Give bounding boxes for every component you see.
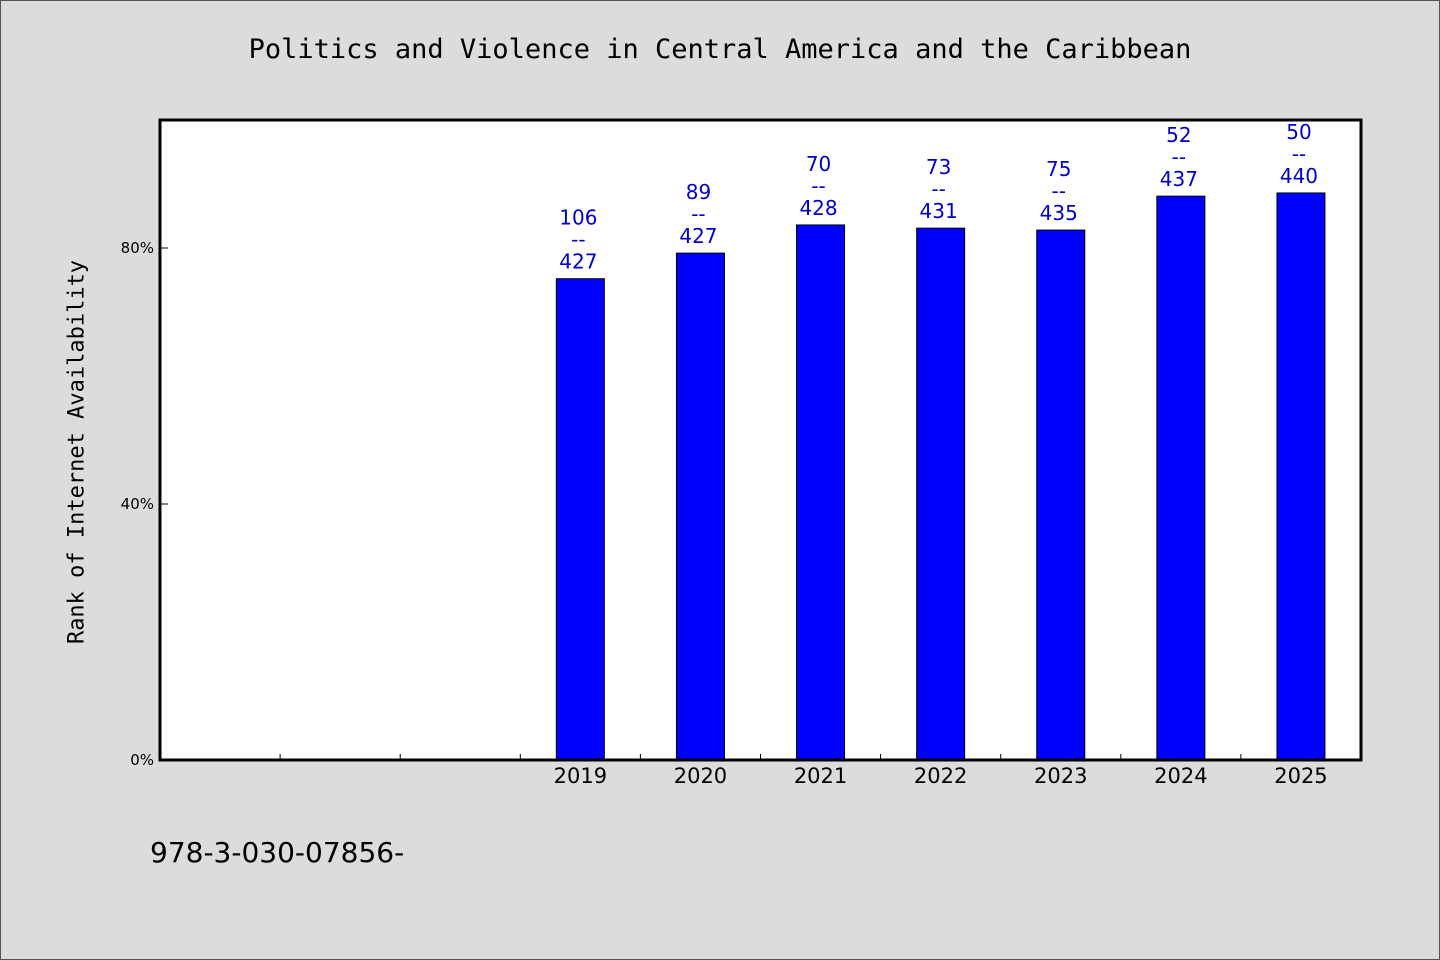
data-label: 106 [559,206,597,230]
data-label: 427 [559,250,597,274]
data-label: -- [1172,145,1186,169]
data-label: -- [1292,142,1306,166]
x-tick-label: 2019 [554,764,607,788]
y-tick-label: 0% [130,751,154,769]
data-label: 75 [1046,157,1071,181]
y-tick-label: 40% [121,495,154,513]
bar [916,227,966,761]
x-tick-label: 2024 [1154,764,1207,788]
data-label: -- [1052,179,1066,203]
data-label: 73 [926,155,951,179]
footer-isbn-text: 978-3-030-07856- [150,836,405,869]
bar [555,278,605,761]
chart-title: Politics and Violence in Central America… [248,34,1192,65]
data-label: -- [931,177,945,201]
data-label: 437 [1160,167,1198,191]
bar [796,224,846,761]
x-tick-label: 2023 [1034,764,1087,788]
plot-border [158,118,1363,762]
y-tick-label: 80% [121,239,154,257]
x-tick-label: 2021 [794,764,847,788]
bar [1276,192,1326,761]
x-tick-label: 2022 [914,764,967,788]
data-label: 428 [799,196,837,220]
data-label: 50 [1286,120,1311,144]
bar [1036,229,1086,761]
data-label: 431 [920,199,958,223]
data-label: -- [811,174,825,198]
data-label: 440 [1280,164,1318,188]
data-label: 70 [806,152,831,176]
data-label: -- [691,202,705,226]
x-tick-label: 2025 [1274,764,1327,788]
data-label: 89 [686,180,711,204]
data-label: 427 [679,224,717,248]
data-label: 435 [1040,201,1078,225]
data-label: -- [571,228,585,252]
bar [1156,195,1206,761]
bar [675,252,725,761]
x-tick-label: 2020 [674,764,727,788]
data-label: 52 [1166,123,1191,147]
